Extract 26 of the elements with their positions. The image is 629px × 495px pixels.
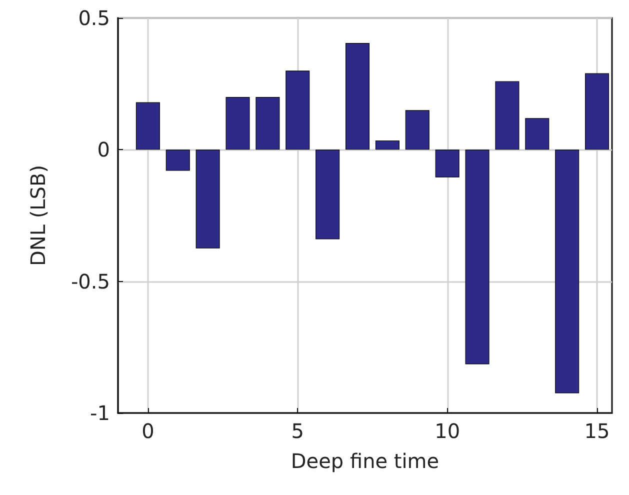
bar [525, 118, 550, 150]
bar [136, 102, 160, 150]
y-tick-label: 0.5 [78, 6, 110, 30]
x-tick-label: 0 [142, 419, 154, 443]
bar [226, 97, 250, 150]
y-axis-title: DNL (LSB) [26, 164, 50, 266]
bar [196, 150, 220, 248]
bar [495, 81, 520, 150]
bar [256, 97, 280, 150]
x-tick-label: 10 [434, 419, 460, 443]
bar [405, 110, 430, 150]
y-tick-label: 0 [97, 138, 110, 162]
bar [375, 140, 400, 150]
bar [465, 150, 490, 364]
bar [286, 70, 310, 150]
bar [346, 43, 370, 150]
x-tick-label: 15 [584, 419, 610, 443]
bar [555, 150, 580, 394]
x-axis-title: Deep fine time [290, 449, 440, 473]
bar [316, 150, 340, 240]
bar [166, 150, 190, 171]
x-tick-label: 5 [291, 419, 304, 443]
y-tick-label: -1 [90, 401, 110, 425]
bar [585, 73, 610, 150]
bar [435, 150, 460, 178]
y-tick-label: -0.5 [70, 269, 110, 294]
